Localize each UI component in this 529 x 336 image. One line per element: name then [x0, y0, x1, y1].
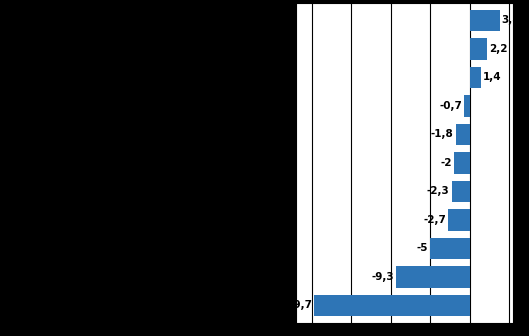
- Bar: [314, 295, 470, 316]
- Text: -0,7: -0,7: [440, 101, 462, 111]
- Bar: [396, 266, 470, 288]
- Text: -2: -2: [441, 158, 452, 168]
- Text: -2,3: -2,3: [427, 186, 450, 197]
- Text: 1,4: 1,4: [483, 73, 501, 82]
- Bar: [470, 10, 500, 31]
- Bar: [455, 124, 470, 145]
- Text: 2,2: 2,2: [489, 44, 507, 54]
- Bar: [464, 95, 470, 117]
- Bar: [449, 209, 470, 230]
- Text: -2,7: -2,7: [424, 215, 446, 225]
- Bar: [470, 38, 487, 60]
- Text: -1,8: -1,8: [431, 129, 453, 139]
- Bar: [470, 67, 481, 88]
- Bar: [452, 181, 470, 202]
- Text: 3,8: 3,8: [501, 15, 520, 26]
- Text: -19,7: -19,7: [282, 300, 313, 310]
- Text: -5: -5: [417, 244, 428, 253]
- Text: -9,3: -9,3: [372, 272, 395, 282]
- Bar: [430, 238, 470, 259]
- Bar: [454, 152, 470, 174]
